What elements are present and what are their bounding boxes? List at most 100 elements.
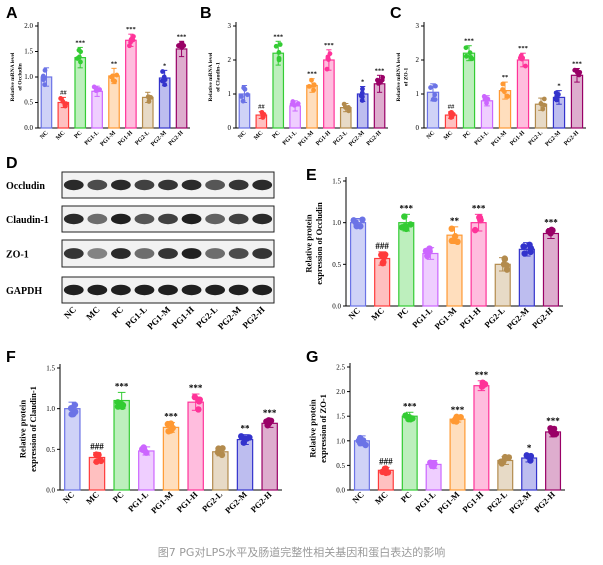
replicate-point	[428, 462, 436, 469]
y-tick-label: 3	[416, 22, 420, 30]
significance-mark: *	[163, 62, 166, 69]
replicate-point	[504, 93, 510, 99]
x-tick-label: MC	[369, 305, 386, 322]
significance-mark: **	[502, 74, 509, 81]
bar-PG1-M	[162, 426, 180, 491]
x-tick-label: PG2-L	[134, 130, 151, 147]
blot-band	[181, 248, 202, 259]
replicate-point	[526, 241, 533, 249]
chart-E: E 0.0 0.5 1.0 1.5 Relative protein expression …	[304, 167, 563, 331]
replicate-point	[422, 247, 430, 255]
replicate-point	[469, 56, 475, 62]
x-tick-label: PG1-M	[298, 130, 316, 148]
blot-band	[134, 213, 155, 225]
significance-mark: **	[111, 60, 118, 67]
blot-lane-label: PG2-M	[216, 304, 244, 332]
replicate-point	[277, 42, 283, 47]
x-tick-label: PC	[74, 130, 84, 140]
bar-PG1-H	[516, 59, 530, 129]
replicate-point	[62, 103, 68, 109]
blot-lane-label: MC	[84, 304, 102, 322]
blot-lane-label: PC	[110, 304, 126, 320]
blot-band	[181, 284, 202, 296]
replicate-point	[295, 101, 301, 106]
significance-mark: ***	[375, 67, 385, 74]
replicate-point	[260, 114, 266, 120]
y-axis-label: Relative mRNA level of Claudin-1	[208, 52, 222, 101]
x-tick-label: PG2-L	[332, 130, 349, 147]
x-tick-label: PG2-H	[530, 305, 555, 330]
replicate-point	[240, 98, 246, 104]
replicate-point	[160, 69, 165, 74]
replicate-point	[311, 82, 317, 88]
y-axis-label: Relative protein expression of ZO-1	[308, 394, 329, 463]
replicate-point	[78, 59, 83, 65]
panel-letter: A	[6, 5, 18, 22]
replicate-point	[433, 83, 438, 89]
y-axis-label-line: of Occludin	[18, 63, 24, 90]
blot-band	[110, 248, 131, 259]
y-tick-label: 1.5	[24, 48, 33, 56]
blot-band	[252, 213, 273, 225]
replicate-point	[501, 255, 509, 263]
x-tick-label: NC	[237, 130, 247, 140]
significance-mark: ##	[60, 89, 67, 96]
replicate-point	[148, 95, 154, 100]
x-tick-label: PG1-H	[460, 489, 485, 514]
replicate-point	[325, 54, 331, 60]
bar-PG2-H	[570, 74, 584, 129]
blot-band	[252, 179, 273, 191]
y-tick-label: 0.5	[332, 261, 341, 269]
replicate-point	[503, 262, 510, 269]
blot-label-claudin-1: Claudin-1	[6, 215, 49, 226]
replicate-point	[71, 408, 79, 416]
x-tick-label: MC	[55, 130, 66, 141]
x-tick-label: PG1-L	[126, 489, 151, 514]
replicate-point	[541, 96, 547, 102]
replicate-point	[407, 416, 414, 423]
significance-mark: ***	[572, 61, 582, 68]
replicate-point	[191, 393, 199, 401]
significance-mark: ***	[464, 38, 474, 45]
x-tick-label: PG1-M	[432, 305, 458, 331]
y-tick-label: 1.0	[46, 405, 55, 413]
blot-band	[63, 248, 84, 259]
replicate-point	[463, 45, 469, 51]
blot-band	[87, 248, 108, 259]
blot-band	[87, 213, 108, 225]
replicate-point	[60, 99, 66, 104]
replicate-point	[97, 87, 103, 92]
x-tick-label: PG1-L	[410, 305, 435, 330]
blot-band	[134, 284, 155, 296]
significance-mark: ***	[518, 45, 528, 52]
blot-band	[205, 248, 226, 259]
replicate-point	[245, 92, 250, 98]
significance-mark: ***	[307, 71, 317, 78]
replicate-point	[265, 417, 272, 424]
x-tick-label: PG2-M	[348, 130, 366, 148]
replicate-point	[471, 226, 479, 234]
y-axis-label-line: expression of ZO-1	[318, 394, 328, 463]
significance-mark: ***	[472, 203, 486, 213]
panel-letter: F	[6, 349, 16, 366]
significance-mark: ***	[164, 411, 178, 421]
y-tick-label: 1.5	[332, 178, 341, 186]
x-tick-label: NC	[350, 489, 366, 505]
replicate-point	[540, 106, 546, 112]
bar-PG1-L	[422, 252, 439, 307]
x-tick-label: PG2-H	[532, 489, 557, 514]
replicate-point	[114, 399, 122, 406]
replicate-point	[159, 78, 165, 84]
blot-band	[205, 213, 226, 225]
x-tick-label: MC	[253, 130, 264, 141]
significance-mark: ***	[75, 39, 85, 46]
replicate-point	[195, 406, 202, 413]
replicate-point	[127, 43, 132, 49]
y-tick-label: 2.0	[24, 22, 33, 30]
significance-mark: ***	[177, 33, 187, 40]
replicate-point	[352, 219, 359, 226]
significance-mark: ***	[324, 42, 334, 49]
x-tick-label: PG2-L	[200, 489, 225, 514]
significance-mark: ***	[273, 33, 283, 40]
